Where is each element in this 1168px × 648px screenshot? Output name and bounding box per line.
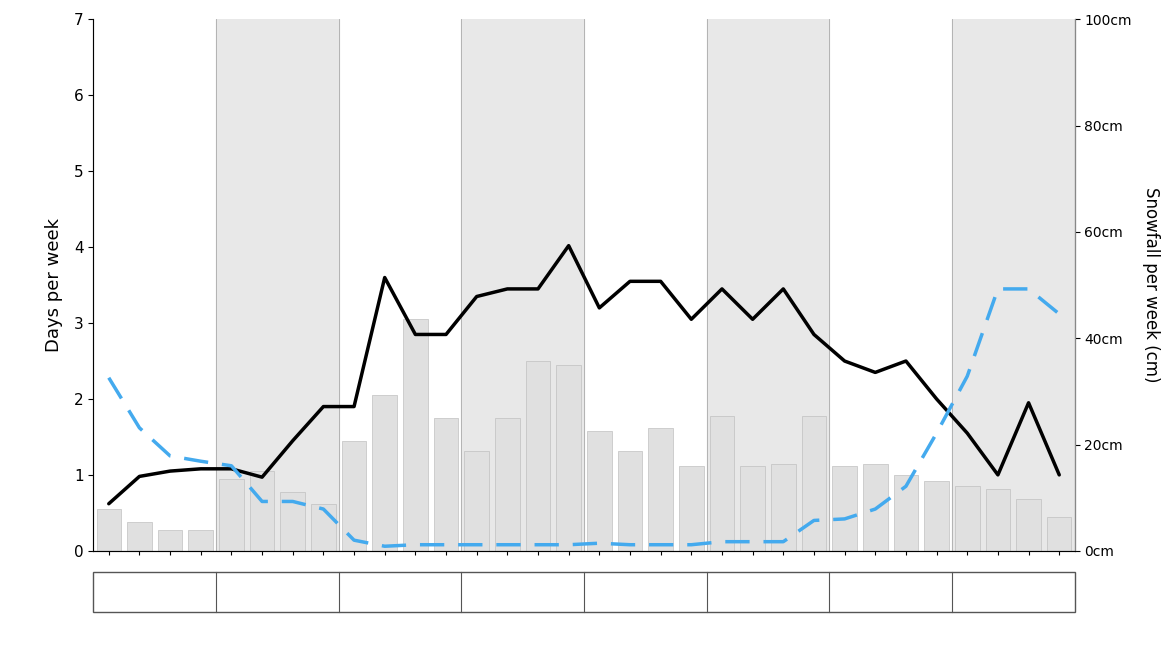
Text: Nov: Nov [263,597,292,612]
Bar [952,19,1075,551]
Bar [280,492,305,551]
Bar [188,529,213,551]
Bar [216,19,339,551]
Y-axis label: Days per week: Days per week [44,218,63,352]
Bar [955,486,980,551]
Text: Mar: Mar [753,597,783,612]
Bar [342,441,367,551]
Bar [648,428,673,551]
Bar [1047,516,1071,551]
Bar [373,395,397,551]
Bar [220,479,244,551]
Bar [97,509,121,551]
Bar [127,522,152,551]
Text: Feb: Feb [632,597,659,612]
Y-axis label: Snowfall per week (cm): Snowfall per week (cm) [1141,187,1160,383]
Bar [588,431,612,551]
Text: Oct: Oct [141,597,168,612]
Bar [526,361,550,551]
Text: Jan: Jan [510,597,535,612]
Bar [924,481,948,551]
Bar [158,529,182,551]
Text: May: May [997,597,1029,612]
Bar [863,463,888,551]
FancyBboxPatch shape [93,572,1075,612]
Bar [403,319,427,551]
Text: Apr: Apr [877,597,904,612]
Bar [465,450,489,551]
Bar [741,466,765,551]
Bar [771,463,795,551]
Bar [710,415,735,551]
Bar [461,19,584,551]
Bar [679,466,703,551]
Bar [1016,499,1041,551]
Bar [986,489,1010,551]
Bar [250,471,274,551]
Bar [833,466,857,551]
Bar [618,450,642,551]
Bar [801,415,826,551]
Bar [495,418,520,551]
Bar [556,365,580,551]
Bar [311,503,335,551]
Bar [894,475,918,551]
Text: Dec: Dec [385,597,415,612]
Bar [707,19,829,551]
Bar [433,418,458,551]
